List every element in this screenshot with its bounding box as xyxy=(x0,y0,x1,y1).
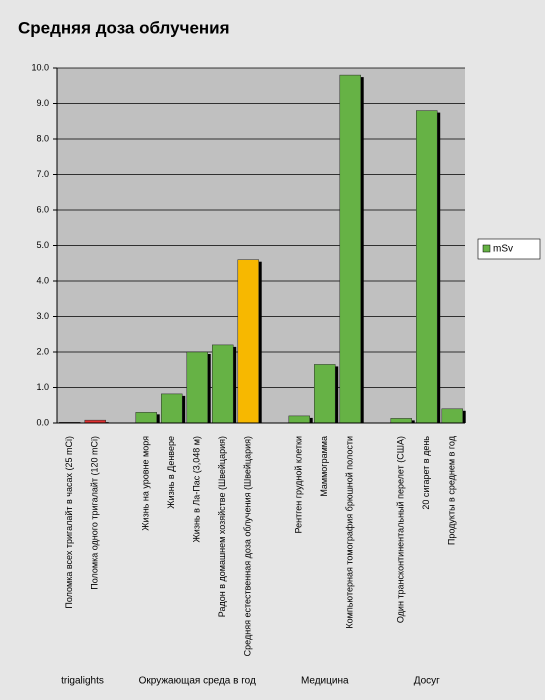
x-tick-label: Рентген грудной клетки xyxy=(294,436,304,534)
bar xyxy=(390,418,412,424)
group-label: Досуг xyxy=(414,676,440,687)
y-tick-label: 6.0 xyxy=(36,204,49,214)
bar xyxy=(212,344,234,424)
x-tick-label: Радон в домашнем хозяйстве (Швейцария) xyxy=(217,436,227,617)
bar xyxy=(441,408,463,424)
x-tick-label: Жизнь в Денвере xyxy=(166,436,176,509)
x-tick-label: Поломка всех тригалайт в часах (25 mCi) xyxy=(64,436,74,609)
bar xyxy=(416,110,438,424)
group-label: trigalights xyxy=(61,676,104,687)
x-tick-label: Маммограмма xyxy=(319,436,329,497)
y-tick-label: 2.0 xyxy=(36,346,49,356)
y-tick-label: 1.0 xyxy=(36,382,49,392)
bar xyxy=(237,259,259,424)
x-tick-label: Один трансконтинентальный перелет (США) xyxy=(396,436,406,623)
group-label: Медицина xyxy=(301,676,349,687)
group-label: Окружающая среда в год xyxy=(139,676,256,687)
x-tick-label: Продукты в среднем в год xyxy=(447,435,457,545)
y-tick-label: 3.0 xyxy=(36,311,49,321)
legend-swatch xyxy=(482,244,491,253)
x-tick-label: Жизнь в Ла-Пас (3,048 м) xyxy=(192,436,202,543)
bar xyxy=(161,393,183,424)
bar xyxy=(339,74,361,424)
y-tick-label: 5.0 xyxy=(36,240,49,250)
y-tick-label: 7.0 xyxy=(36,169,49,179)
bar xyxy=(288,415,310,424)
legend-label: mSv xyxy=(493,244,513,255)
x-tick-label: Компьютерная томография брюшной полости xyxy=(345,436,355,629)
bar xyxy=(135,412,157,424)
y-tick-label: 8.0 xyxy=(36,133,49,143)
y-tick-label: 10.0 xyxy=(31,62,49,72)
y-tick-label: 0.0 xyxy=(36,417,49,427)
y-tick-label: 4.0 xyxy=(36,275,49,285)
bar xyxy=(186,351,208,424)
y-tick-label: 9.0 xyxy=(36,98,49,108)
legend-box xyxy=(477,238,541,260)
x-tick-label: 20 сигарет в день xyxy=(421,436,431,510)
chart-title: Средняя доза облучения xyxy=(18,18,230,37)
x-tick-label: Жизнь на уровне моря xyxy=(141,436,151,531)
bar xyxy=(314,364,336,424)
x-tick-label: Средняя естественная доза облучения (Шве… xyxy=(243,436,253,656)
x-tick-label: Поломка одного тригалайт (120 mCi) xyxy=(90,436,100,590)
